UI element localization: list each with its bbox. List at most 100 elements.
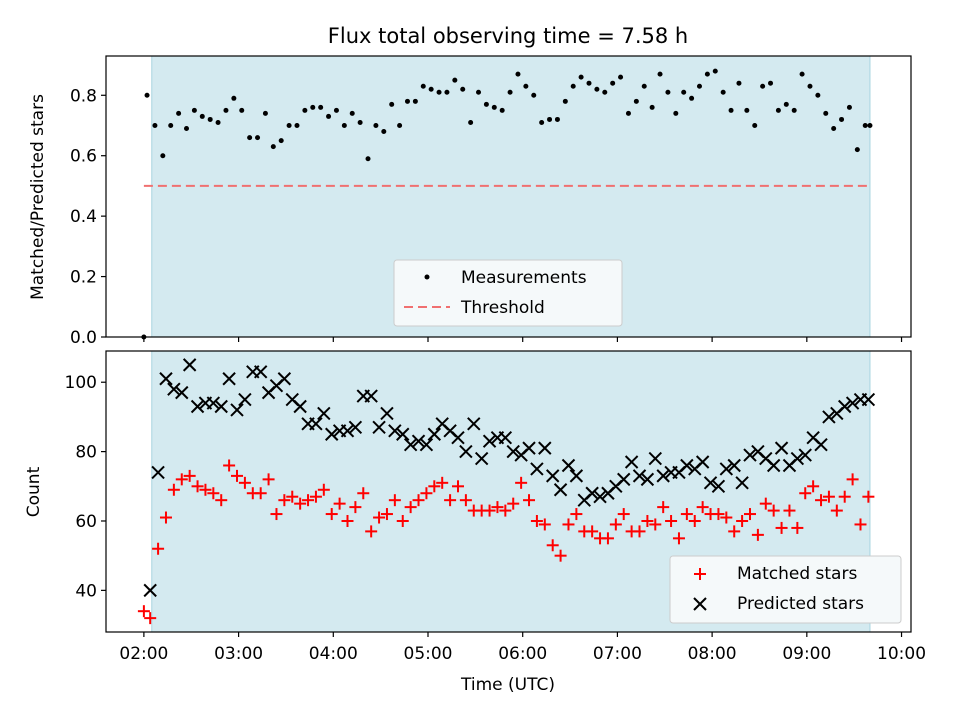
predicted-star-marker (427, 427, 442, 441)
matched-star-marker (815, 494, 828, 507)
measurement-point (302, 107, 308, 113)
measurement-point (357, 119, 363, 125)
matched-star-marker (507, 497, 520, 510)
matched-star-marker (270, 508, 283, 521)
measurement-point (602, 89, 608, 95)
matched-star-marker (515, 476, 528, 489)
matched-star-marker (530, 514, 543, 527)
measurement-point (760, 83, 766, 89)
matched-star-marker (137, 605, 150, 618)
matched-star-marker (412, 494, 425, 507)
measurement-point (689, 95, 695, 101)
predicted-star-marker (451, 431, 465, 445)
predicted-stars-points (143, 358, 876, 598)
matched-star-marker (238, 476, 251, 489)
predicted-star-marker (222, 372, 236, 386)
measurement-point (420, 83, 426, 89)
matched-star-marker (302, 494, 315, 507)
matched-star-marker (294, 497, 307, 510)
predicted-star-marker (159, 372, 173, 386)
matched-star-marker (175, 473, 188, 486)
measurement-point (618, 74, 624, 80)
predicted-star-marker (798, 448, 812, 462)
top-x-ticks (143, 337, 903, 342)
measurement-point (247, 135, 253, 141)
measurement-point (184, 126, 189, 132)
measurement-point (862, 122, 868, 128)
matched-star-marker (783, 504, 796, 517)
predicted-star-marker (214, 399, 228, 414)
matched-star-marker (333, 497, 346, 510)
matched-star-marker (199, 483, 212, 496)
matched-star-marker (428, 480, 441, 493)
matched-star-marker (854, 518, 867, 531)
predicted-star-marker (238, 392, 252, 407)
matched-star-marker (459, 494, 472, 507)
predicted-star-marker (206, 396, 221, 410)
measurement-point (839, 116, 845, 122)
measurement-point (586, 80, 592, 86)
matched-star-marker (744, 508, 756, 521)
matched-star-marker (586, 525, 599, 538)
matched-star-marker (601, 532, 614, 545)
x-tick-label: 08:00 (688, 644, 737, 664)
top-legend: Measurements Threshold (393, 259, 623, 327)
matched-star-marker (641, 514, 654, 527)
measurement-point (373, 122, 379, 128)
predicted-star-marker (530, 462, 544, 476)
predicted-star-marker (317, 406, 331, 421)
predicted-star-marker (459, 444, 473, 459)
measurement-point (389, 101, 395, 107)
measurement-point (404, 98, 410, 104)
predicted-star-marker (766, 458, 781, 473)
bottom-y-tick-label: 40 (75, 581, 97, 601)
predicted-star-marker (482, 434, 497, 448)
measurement-points (141, 68, 873, 340)
top-y-tick-label: 0.2 (70, 268, 97, 288)
measurement-point (831, 126, 837, 132)
predicted-star-marker (727, 458, 741, 473)
measurement-point (160, 153, 166, 159)
bottom-y-ticks: 40 60 80 100 (65, 373, 106, 601)
matched-star-marker (633, 525, 646, 538)
measurement-point (562, 98, 568, 104)
matched-star-marker (799, 487, 812, 500)
x-tick-label: 09:00 (782, 644, 831, 664)
measurement-point (799, 71, 805, 77)
measurement-point (791, 107, 797, 113)
measurement-point (310, 104, 316, 110)
predicted-star-marker (680, 458, 694, 473)
predicted-star-marker (182, 358, 197, 372)
predicted-star-marker (837, 399, 852, 414)
predicted-star-marker (624, 455, 639, 469)
measurement-point (665, 89, 671, 95)
predicted-star-marker (474, 451, 489, 466)
measurement-point (846, 104, 852, 110)
matched-star-marker (609, 518, 622, 531)
predicted-star-marker (648, 451, 663, 466)
bottom-legend-box (669, 555, 902, 624)
legend-measurements-marker (424, 274, 430, 280)
top-panel: 0.00.20.40.60.8 Matched/Predicted stars … (28, 55, 912, 348)
matched-star-marker (499, 504, 512, 517)
measurement-point (176, 110, 182, 116)
measurement-point (428, 86, 434, 92)
matched-star-marker (759, 497, 772, 510)
measurement-point (444, 89, 450, 95)
measurement-point (554, 116, 560, 122)
measurement-point (712, 68, 718, 74)
x-axis-label: Time (UTC) (460, 675, 555, 695)
measurement-point (775, 107, 781, 113)
matched-star-marker (404, 501, 417, 514)
matched-star-marker (215, 494, 228, 507)
measurement-point (468, 119, 474, 125)
top-legend-box (393, 259, 623, 327)
matched-star-marker (736, 514, 749, 527)
matched-star-marker (388, 494, 401, 507)
predicted-star-marker (230, 403, 244, 417)
matched-star-marker (349, 501, 362, 514)
measurement-point (476, 89, 482, 95)
measurement-point (286, 122, 292, 128)
matched-star-marker (286, 490, 299, 503)
